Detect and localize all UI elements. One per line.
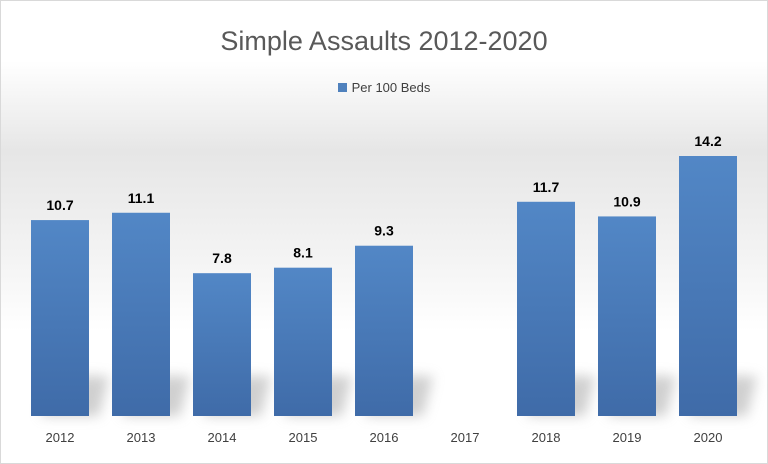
bar-2014 <box>193 273 251 416</box>
bar-2012 <box>31 220 89 416</box>
bar-2013 <box>112 212 170 416</box>
chart-legend: Per 100 Beds <box>0 80 768 95</box>
x-tick-label: 2014 <box>208 430 237 445</box>
x-tick-label: 2020 <box>694 430 723 445</box>
bar-2015 <box>274 267 332 416</box>
data-label-2020: 14.2 <box>694 133 721 149</box>
chart-title: Simple Assaults 2012-2020 <box>220 26 548 56</box>
bar-2018 <box>517 201 575 416</box>
x-tick-label: 2017 <box>451 430 480 445</box>
data-label-2014: 7.8 <box>212 250 232 266</box>
x-tick-label: 2015 <box>289 430 318 445</box>
x-tick-label: 2013 <box>127 430 156 445</box>
x-tick-label: 2012 <box>46 430 75 445</box>
data-label-2015: 8.1 <box>293 245 313 261</box>
data-label-2019: 10.9 <box>613 193 640 209</box>
bar-2019 <box>598 216 656 416</box>
bar-2020 <box>679 156 737 416</box>
x-tick-label: 2016 <box>370 430 399 445</box>
x-tick-label: 2018 <box>532 430 561 445</box>
bar-2016 <box>355 245 413 416</box>
data-label-2016: 9.3 <box>374 223 394 239</box>
legend-swatch <box>337 83 347 93</box>
data-label-2018: 11.7 <box>533 179 560 195</box>
data-label-2013: 11.1 <box>128 190 155 206</box>
x-tick-label: 2019 <box>613 430 642 445</box>
data-label-2012: 10.7 <box>46 197 73 213</box>
legend-label: Per 100 Beds <box>351 80 431 95</box>
